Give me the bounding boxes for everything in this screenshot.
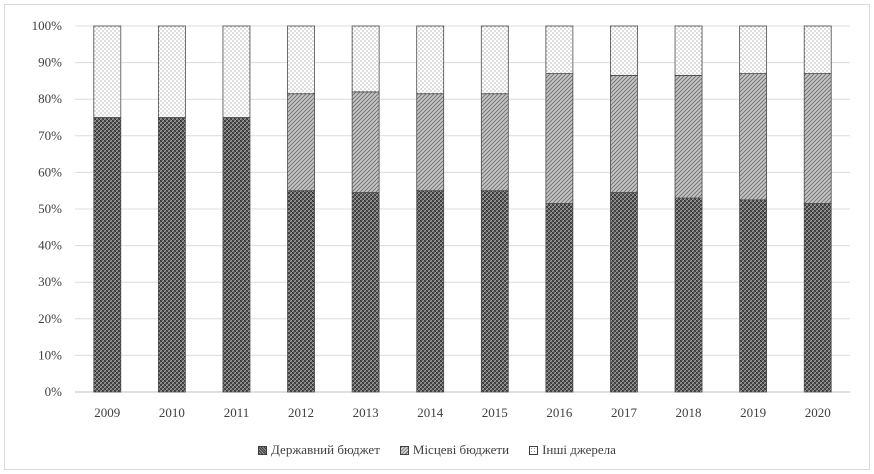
y-axis-ticks: 0% 10% 20% 30% 40% 50% 60% 70% 80% 90% 100% (32, 18, 63, 399)
x-tick-label: 2015 (482, 405, 508, 420)
bar-segment (739, 25, 768, 74)
x-tick-label: 2012 (288, 405, 314, 420)
bar-segment (416, 190, 445, 393)
legend-label: Місцеві бюджети (412, 442, 510, 457)
bar-segment (416, 93, 445, 192)
bar-segment (93, 25, 122, 118)
bar-segment (739, 199, 768, 393)
bar-segment (287, 190, 315, 393)
legend-swatch (399, 445, 409, 455)
bar-segment (480, 93, 509, 192)
bar-segment (93, 117, 122, 393)
y-tick-label: 90% (38, 55, 62, 70)
y-tick-label: 50% (38, 201, 62, 216)
bar-segment (416, 25, 445, 95)
y-tick-label: 0% (45, 384, 63, 399)
bar-segment (222, 117, 251, 393)
bar-segment (674, 197, 703, 393)
bar-segment (803, 73, 832, 204)
bar-segment (803, 25, 832, 74)
bar-segment (287, 93, 315, 192)
y-tick-label: 80% (38, 91, 62, 106)
y-tick-label: 40% (38, 238, 62, 253)
x-tick-label: 2009 (94, 405, 120, 420)
gridlines (75, 25, 850, 393)
bar-segment (545, 25, 574, 74)
x-tick-label: 2018 (676, 405, 702, 420)
y-tick-label: 70% (38, 128, 62, 143)
x-tick-label: 2016 (546, 405, 573, 420)
y-tick-label: 100% (32, 18, 63, 33)
bar-segment (351, 91, 380, 193)
bar-segment (610, 75, 638, 193)
bar-segment (803, 203, 832, 393)
bar-segment (351, 25, 380, 93)
legend-item: Місцеві бюджети (399, 442, 510, 458)
bar-segment (480, 25, 509, 95)
bar-segment (674, 75, 703, 199)
y-tick-label: 60% (38, 164, 62, 179)
x-tick-label: 2011 (224, 405, 250, 420)
x-tick-label: 2010 (159, 405, 185, 420)
x-tick-label: 2014 (417, 405, 444, 420)
x-axis-ticks: 2009 2010 2011 2012 2013 2014 2015 2016 2017 2018… (94, 405, 830, 420)
bar-segment (545, 203, 574, 393)
bar-segment (287, 25, 315, 95)
bar-segment (739, 73, 768, 201)
bar-segment (610, 192, 638, 393)
legend-label: Інші джерела (542, 442, 616, 457)
x-tick-label: 2019 (740, 405, 766, 420)
x-tick-label: 2013 (353, 405, 379, 420)
bar-segment (351, 192, 380, 393)
bar-segment (222, 25, 251, 118)
legend-swatch (529, 445, 539, 455)
bars (93, 25, 832, 393)
bar-segment (610, 25, 638, 76)
legend-item: Державний бюджет (258, 442, 380, 458)
bar-segment (480, 190, 509, 393)
y-tick-label: 30% (38, 274, 62, 289)
legend-item: Інші джерела (529, 442, 616, 458)
legend: Державний бюджет Місцеві бюджети Інші джер… (0, 438, 874, 462)
y-tick-label: 20% (38, 311, 62, 326)
bar-segment (157, 117, 186, 393)
bar-segment (545, 73, 574, 204)
x-tick-label: 2017 (611, 405, 638, 420)
bar-segment (674, 25, 703, 76)
legend-label: Державний бюджет (271, 442, 380, 457)
y-tick-label: 10% (38, 347, 62, 362)
x-tick-label: 2020 (805, 405, 831, 420)
bar-segment (157, 25, 186, 118)
legend-swatch (258, 445, 268, 455)
